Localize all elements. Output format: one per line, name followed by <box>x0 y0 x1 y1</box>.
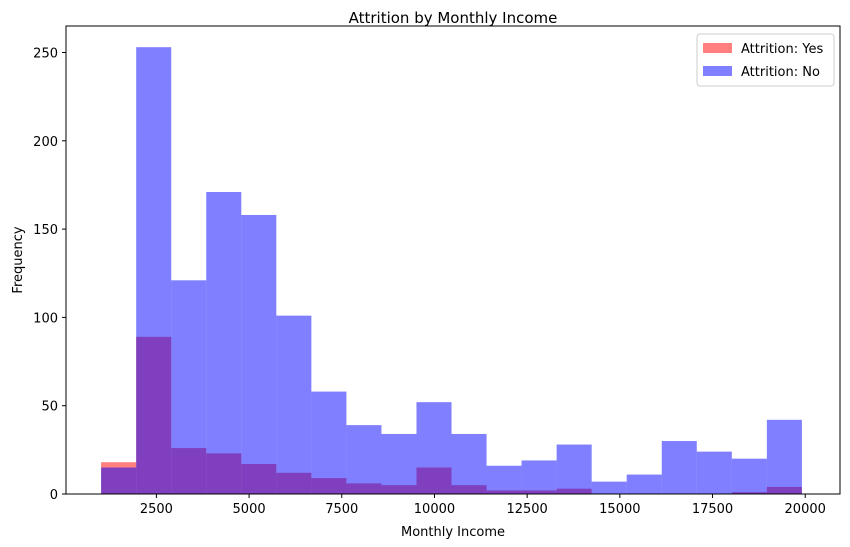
x-axis-label: Monthly Income <box>401 525 505 540</box>
bar-attrition-no-12 <box>521 460 557 494</box>
bar-attrition-no-2 <box>171 280 207 494</box>
bar-attrition-no-16 <box>661 441 697 494</box>
x-tick-label: 5000 <box>233 502 266 517</box>
plot-frame <box>65 25 841 495</box>
x-tick-label: 17500 <box>692 502 733 517</box>
y-axis-label: Frequency <box>11 226 26 293</box>
bar-attrition-no-14 <box>591 481 627 494</box>
x-tick-label: 12500 <box>506 502 547 517</box>
bar-attrition-no-17 <box>696 451 732 494</box>
y-tick-label: 200 <box>33 135 58 150</box>
legend-label-attrition-no: Attrition: No <box>741 65 820 80</box>
x-tick-label: 2500 <box>140 502 173 517</box>
y-tick-label: 0 <box>50 488 58 503</box>
y-tick-label: 100 <box>33 311 58 326</box>
bars-layer <box>101 47 802 494</box>
bar-attrition-no-8 <box>381 433 417 494</box>
bar-attrition-no-7 <box>346 425 382 494</box>
legend: Attrition: Yes Attrition: No <box>696 33 835 87</box>
legend-label-attrition-yes: Attrition: Yes <box>741 42 823 57</box>
bar-attrition-no-10 <box>451 433 487 494</box>
bar-attrition-no-3 <box>206 192 242 494</box>
x-tick-label: 10000 <box>414 502 455 517</box>
y-tick-label: 50 <box>41 400 58 415</box>
x-tick-label: 20000 <box>785 502 826 517</box>
bar-attrition-no-9 <box>416 402 452 494</box>
x-axis-ticks: 2500 5000 7500 10000 12500 15000 17500 20000 <box>140 494 826 517</box>
bar-attrition-no-19 <box>766 419 802 494</box>
chart-title: Attrition by Monthly Income <box>349 9 558 27</box>
bar-attrition-no-0 <box>101 467 137 494</box>
bar-attrition-no-5 <box>276 315 312 494</box>
bar-attrition-no-15 <box>626 474 662 494</box>
bar-attrition-no-1 <box>136 47 172 494</box>
legend-swatch-attrition-no <box>703 66 732 76</box>
bar-attrition-no-4 <box>241 214 277 494</box>
y-axis-ticks: 0 50 100 150 200 250 <box>33 46 66 503</box>
x-tick-label: 7500 <box>325 502 358 517</box>
x-tick-label: 15000 <box>599 502 640 517</box>
y-tick-label: 250 <box>33 46 58 61</box>
bar-attrition-no-6 <box>311 391 347 494</box>
bar-attrition-no-13 <box>556 444 592 494</box>
bar-attrition-no-18 <box>731 458 767 494</box>
legend-swatch-attrition-yes <box>703 43 732 53</box>
y-tick-label: 150 <box>33 223 58 238</box>
bar-attrition-no-11 <box>486 465 522 494</box>
